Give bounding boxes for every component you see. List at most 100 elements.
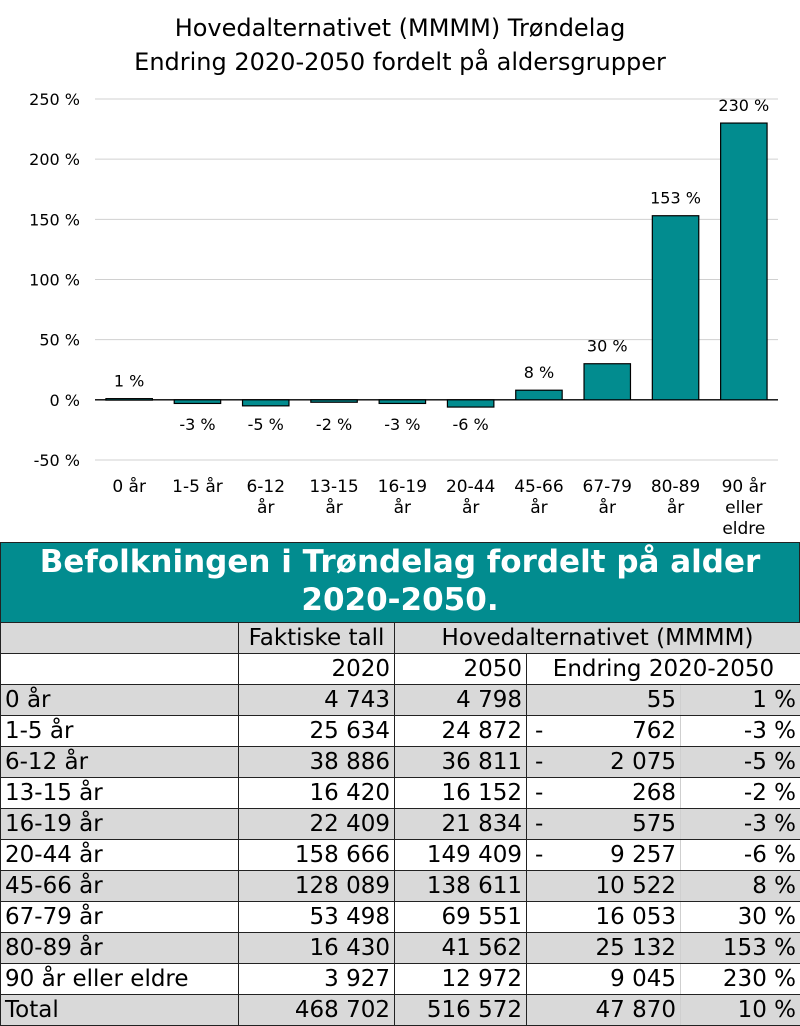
row-2020: 16 420 <box>239 778 395 809</box>
row-change: 10 522 <box>557 871 681 902</box>
y-tick-label: -50 % <box>34 451 80 470</box>
header-blank-cell <box>1 623 239 654</box>
row-change-sign <box>527 902 557 933</box>
x-category-label: eller <box>725 498 762 518</box>
x-category-label: 0 år <box>112 476 146 497</box>
row-2050: 41 562 <box>395 933 527 964</box>
row-change-sign: - <box>527 840 557 871</box>
y-tick-label: 50 % <box>39 331 80 350</box>
row-change-sign: - <box>527 809 557 840</box>
x-category-label: 67-79 <box>583 477 632 497</box>
x-category-label: år <box>257 497 274 518</box>
header-blank-cell-2 <box>1 654 239 685</box>
chart-title: Hovedalternativet (MMMM) Trøndelag <box>175 14 626 42</box>
row-2050: 36 811 <box>395 747 527 778</box>
row-label: 80-89 år <box>1 933 239 964</box>
total-2020: 468 702 <box>239 995 395 1026</box>
bar <box>174 400 220 404</box>
bar-chart: Hovedalternativet (MMMM) Trøndelag Endri… <box>0 0 800 542</box>
bar <box>516 390 562 400</box>
x-category-label: år <box>530 497 547 518</box>
total-label: Total <box>1 995 239 1026</box>
bar <box>243 400 289 406</box>
population-table: Faktiske tall Hovedalternativet (MMMM) 2… <box>0 622 800 1026</box>
header-2020: 2020 <box>239 654 395 685</box>
row-change-sign <box>527 685 557 716</box>
row-label: 45-66 år <box>1 871 239 902</box>
row-pct: 230 % <box>681 964 800 995</box>
row-change: 16 053 <box>557 902 681 933</box>
total-change: 47 870 <box>557 995 681 1026</box>
x-category-label: 1-5 år <box>172 476 223 497</box>
row-2020: 25 634 <box>239 716 395 747</box>
bar <box>721 123 767 400</box>
row-2020: 128 089 <box>239 871 395 902</box>
row-label: 16-19 år <box>1 809 239 840</box>
bar-data-label: 1 % <box>114 372 144 391</box>
row-2050: 16 152 <box>395 778 527 809</box>
row-pct: -6 % <box>681 840 800 871</box>
row-pct: 30 % <box>681 902 800 933</box>
row-2020: 158 666 <box>239 840 395 871</box>
y-tick-label: 150 % <box>29 210 80 229</box>
x-category-label: år <box>667 497 684 518</box>
total-2050: 516 572 <box>395 995 527 1026</box>
y-tick-label: 250 % <box>29 90 80 109</box>
header-endring: Endring 2020-2050 <box>527 654 800 685</box>
row-change: 9 045 <box>557 964 681 995</box>
row-2050: 24 872 <box>395 716 527 747</box>
row-2020: 4 743 <box>239 685 395 716</box>
bar-data-label: 230 % <box>718 96 769 115</box>
header-row-1: Faktiske tall Hovedalternativet (MMMM) <box>1 623 800 654</box>
row-2050: 21 834 <box>395 809 527 840</box>
row-2020: 3 927 <box>239 964 395 995</box>
row-change: 575 <box>557 809 681 840</box>
x-category-label: år <box>394 497 411 518</box>
row-label: 67-79 år <box>1 902 239 933</box>
row-change-sign: - <box>527 716 557 747</box>
bar <box>379 400 425 404</box>
row-2020: 53 498 <box>239 902 395 933</box>
row-change-sign <box>527 871 557 902</box>
row-change-sign: - <box>527 778 557 809</box>
total-pct: 10 % <box>681 995 800 1026</box>
row-2050: 138 611 <box>395 871 527 902</box>
x-category-label: 16-19 <box>378 477 427 497</box>
bar-data-label: 30 % <box>587 337 628 356</box>
x-category-label: 80-89 <box>651 477 700 497</box>
row-label: 0 år <box>1 685 239 716</box>
x-category-label: 90 år <box>722 476 766 497</box>
chart-canvas: Hovedalternativet (MMMM) Trøndelag Endri… <box>0 0 800 542</box>
x-category-label: 13-15 <box>309 477 358 497</box>
bar <box>106 399 152 401</box>
x-category-label: år <box>325 497 342 518</box>
row-pct: -3 % <box>681 809 800 840</box>
row-change: 9 257 <box>557 840 681 871</box>
bars <box>106 123 767 407</box>
bar-data-label: -3 % <box>179 415 215 434</box>
row-pct: -5 % <box>681 747 800 778</box>
y-axis-ticks: 250 %200 %150 %100 %50 %0 %-50 % <box>29 90 80 470</box>
row-pct: 8 % <box>681 871 800 902</box>
row-label: 6-12 år <box>1 747 239 778</box>
bar <box>447 400 493 407</box>
bar-data-label: 8 % <box>524 363 554 382</box>
y-tick-label: 0 % <box>50 391 80 410</box>
x-category-label: år <box>462 497 479 518</box>
bar-data-label: -2 % <box>316 415 352 434</box>
row-2050: 149 409 <box>395 840 527 871</box>
bar-data-label: -6 % <box>453 415 489 434</box>
x-category-label: år <box>599 497 616 518</box>
header-hovedalternativet: Hovedalternativet (MMMM) <box>395 623 800 654</box>
row-2050: 4 798 <box>395 685 527 716</box>
row-change: 55 <box>557 685 681 716</box>
x-category-label: 20-44 <box>446 477 495 497</box>
